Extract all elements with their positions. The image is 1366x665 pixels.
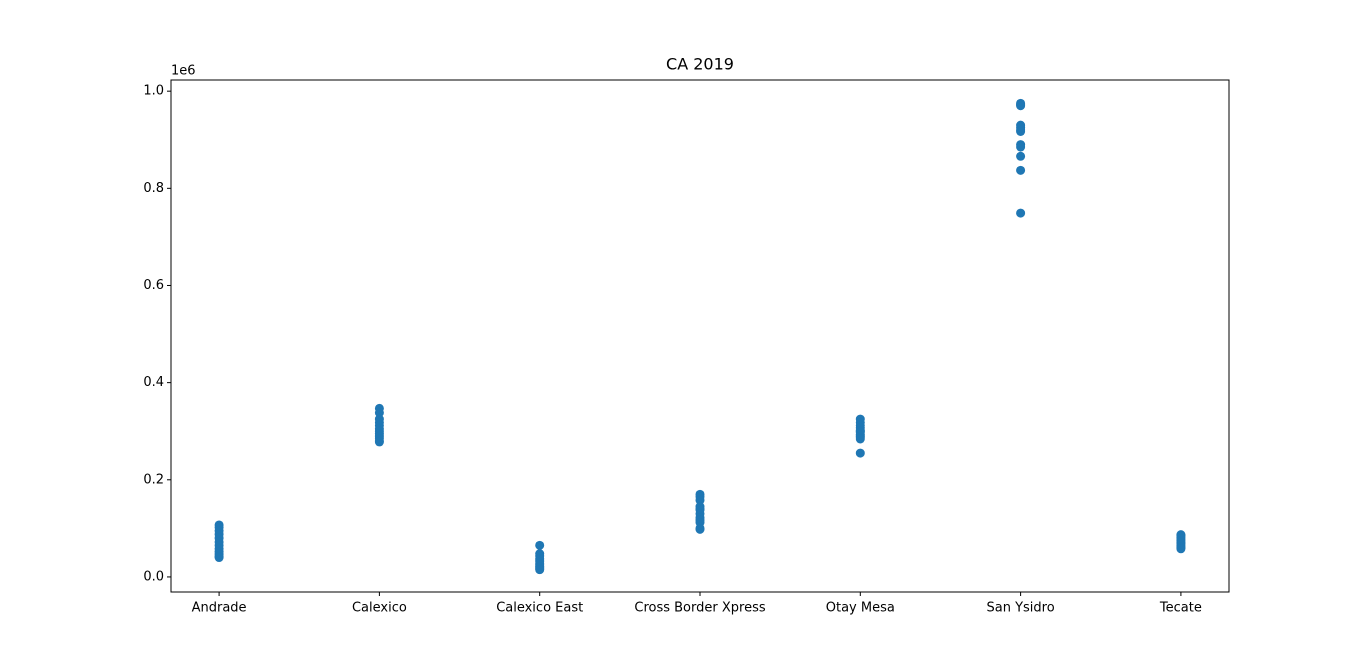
point (1016, 101, 1026, 111)
y-tick-label: 0.2 (143, 472, 164, 487)
x-tick-label: Cross Border Xpress (634, 601, 765, 616)
x-tick-label: Otay Mesa (826, 601, 895, 616)
point (1016, 142, 1026, 152)
x-tick-label: Calexico (352, 601, 407, 616)
point (214, 553, 224, 563)
x-tick-label: Tecate (1159, 601, 1202, 616)
x-tick-label: Andrade (192, 601, 247, 616)
point (1176, 544, 1186, 554)
point (1016, 126, 1026, 136)
y-tick-label: 0.0 (143, 569, 164, 584)
point (695, 495, 705, 505)
point (374, 437, 384, 447)
point (1016, 151, 1026, 161)
plot-frame (170, 79, 1230, 593)
point (855, 434, 865, 444)
y-tick-label: 0.4 (143, 375, 164, 390)
point (535, 540, 545, 550)
y-tick-label: 1.0 (143, 84, 164, 99)
point (1016, 208, 1026, 218)
x-tick-label: San Ysidro (987, 601, 1055, 616)
x-tick-label: Calexico East (496, 601, 583, 616)
y-tick-label: 0.8 (143, 181, 164, 196)
y-offset-label: 1e6 (171, 64, 196, 79)
y-tick-label: 0.6 (143, 278, 164, 293)
point (374, 408, 384, 418)
point (535, 565, 545, 575)
point (855, 448, 865, 458)
point (695, 524, 705, 534)
chart-title: CA 2019 (666, 55, 734, 74)
point (1016, 165, 1026, 175)
